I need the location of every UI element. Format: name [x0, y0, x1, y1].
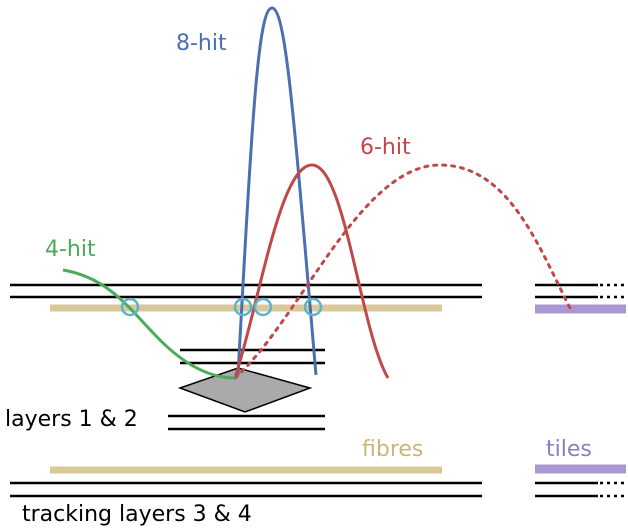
- label-fibres: fibres: [362, 437, 423, 462]
- label-4-hit: 4-hit: [45, 237, 96, 262]
- label-tiles: tiles: [546, 437, 592, 462]
- label-layers-3-4: tracking layers 3 & 4: [22, 502, 252, 527]
- label-6-hit: 6-hit: [360, 135, 411, 160]
- label-8-hit: 8-hit: [176, 31, 227, 56]
- tracking-layers-bottom: [10, 483, 626, 496]
- label-layers-1-2: layers 1 & 2: [5, 407, 138, 432]
- target: [180, 368, 310, 412]
- diagram: 8-hit 6-hit 4-hit layers 1 & 2 fibres ti…: [0, 0, 628, 529]
- track-6-hit: [235, 165, 388, 378]
